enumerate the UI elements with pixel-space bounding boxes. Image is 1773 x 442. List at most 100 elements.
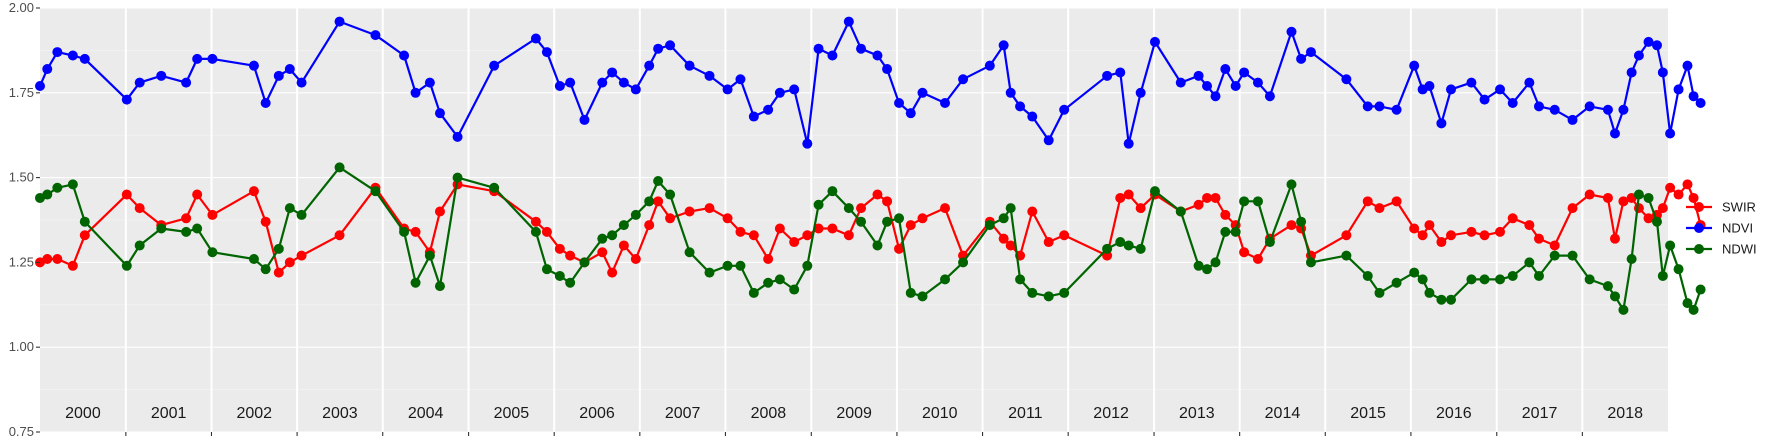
point-swir xyxy=(284,257,295,268)
point-ndvi xyxy=(1027,111,1038,122)
point-ndvi xyxy=(1305,47,1316,58)
point-swir xyxy=(653,196,664,207)
year-labels: 2000 2001 2002 2003 2004 2005 2006 2007 2008 2009… xyxy=(65,405,1643,422)
point-ndvi xyxy=(1059,104,1070,115)
point-swir xyxy=(1524,220,1535,231)
point-swir xyxy=(630,254,641,265)
point-swir xyxy=(998,233,1009,244)
y-tick-label: 1.00 xyxy=(9,339,34,354)
point-ndvi xyxy=(653,43,664,54)
point-ndvi xyxy=(452,131,463,142)
year-label-2015: 2015 xyxy=(1350,405,1386,422)
y-axis: 0.75 1.00 1.25 1.50 1.75 2.00 xyxy=(9,0,40,439)
point-swir xyxy=(748,230,759,241)
point-ndwi xyxy=(984,220,995,231)
point-ndwi xyxy=(1682,298,1693,309)
point-ndvi xyxy=(399,50,410,61)
point-ndvi xyxy=(1102,70,1113,81)
point-swir xyxy=(296,250,307,261)
point-ndvi xyxy=(958,74,969,85)
point-ndwi xyxy=(1495,274,1506,285)
point-ndwi xyxy=(284,203,295,214)
point-ndwi xyxy=(827,186,838,197)
point-ndvi xyxy=(722,84,733,95)
point-ndwi xyxy=(1123,240,1134,251)
point-swir xyxy=(1210,192,1221,203)
point-swir xyxy=(1239,247,1250,258)
year-label-2004: 2004 xyxy=(408,405,444,422)
point-ndwi xyxy=(1549,250,1560,261)
point-swir xyxy=(1657,203,1668,214)
point-ndvi xyxy=(207,53,218,64)
point-ndvi xyxy=(1507,97,1518,108)
point-swir xyxy=(273,267,284,278)
point-ndvi xyxy=(1618,104,1629,115)
point-ndvi xyxy=(1115,67,1126,78)
year-label-2003: 2003 xyxy=(322,405,358,422)
point-swir xyxy=(1027,206,1038,217)
point-ndwi xyxy=(192,223,203,234)
point-ndwi xyxy=(722,260,733,271)
point-swir xyxy=(334,230,345,241)
point-ndwi xyxy=(134,240,145,251)
point-swir xyxy=(1466,226,1477,237)
point-ndvi xyxy=(192,53,203,64)
year-label-2016: 2016 xyxy=(1436,405,1472,422)
point-ndwi xyxy=(1424,287,1435,298)
point-ndwi xyxy=(1391,277,1402,288)
point-ndvi xyxy=(1391,104,1402,115)
point-ndwi xyxy=(1193,260,1204,271)
point-ndwi xyxy=(998,213,1009,224)
point-ndvi xyxy=(52,47,63,58)
point-ndwi xyxy=(789,284,800,295)
point-ndwi xyxy=(735,260,746,271)
year-label-2011: 2011 xyxy=(1008,405,1043,422)
point-swir xyxy=(1417,230,1428,241)
point-ndwi xyxy=(1305,257,1316,268)
point-swir xyxy=(67,260,78,271)
point-ndvi xyxy=(79,53,90,64)
point-swir xyxy=(1602,192,1613,203)
point-ndwi xyxy=(1633,189,1644,200)
point-ndvi xyxy=(843,16,854,27)
point-ndwi xyxy=(1626,254,1637,265)
point-ndwi xyxy=(1618,304,1629,315)
point-swir xyxy=(1202,192,1213,203)
point-ndwi xyxy=(1479,274,1490,285)
x-axis xyxy=(125,432,1583,436)
point-swir xyxy=(1362,196,1373,207)
point-swir xyxy=(554,243,565,254)
point-swir xyxy=(1059,230,1070,241)
point-swir xyxy=(1673,189,1684,200)
point-ndwi xyxy=(917,291,928,302)
point-ndvi xyxy=(434,108,445,119)
point-ndvi xyxy=(1043,135,1054,146)
point-ndvi xyxy=(273,70,284,81)
point-ndwi xyxy=(399,226,410,237)
point-ndvi xyxy=(489,60,500,71)
point-swir xyxy=(856,203,867,214)
point-ndvi xyxy=(827,50,838,61)
point-swir xyxy=(802,230,813,241)
point-ndwi xyxy=(67,179,78,190)
year-label-2002: 2002 xyxy=(236,405,272,422)
point-swir xyxy=(1618,196,1629,207)
point-ndvi xyxy=(1602,104,1613,115)
point-swir xyxy=(618,240,629,251)
point-ndvi xyxy=(181,77,192,88)
series-layer xyxy=(35,16,1706,315)
point-swir xyxy=(1533,233,1544,244)
point-ndwi xyxy=(1043,291,1054,302)
point-ndwi xyxy=(1115,237,1126,248)
point-swir xyxy=(1584,189,1595,200)
point-ndwi xyxy=(607,230,618,241)
point-ndwi xyxy=(958,257,969,268)
point-swir xyxy=(192,189,203,200)
point-ndvi xyxy=(1424,81,1435,92)
y-tick-label: 0.75 xyxy=(9,424,34,439)
point-swir xyxy=(597,247,608,258)
point-ndvi xyxy=(1695,97,1706,108)
point-ndvi xyxy=(1466,77,1477,88)
point-ndvi xyxy=(1123,138,1134,149)
point-ndwi xyxy=(248,254,259,265)
